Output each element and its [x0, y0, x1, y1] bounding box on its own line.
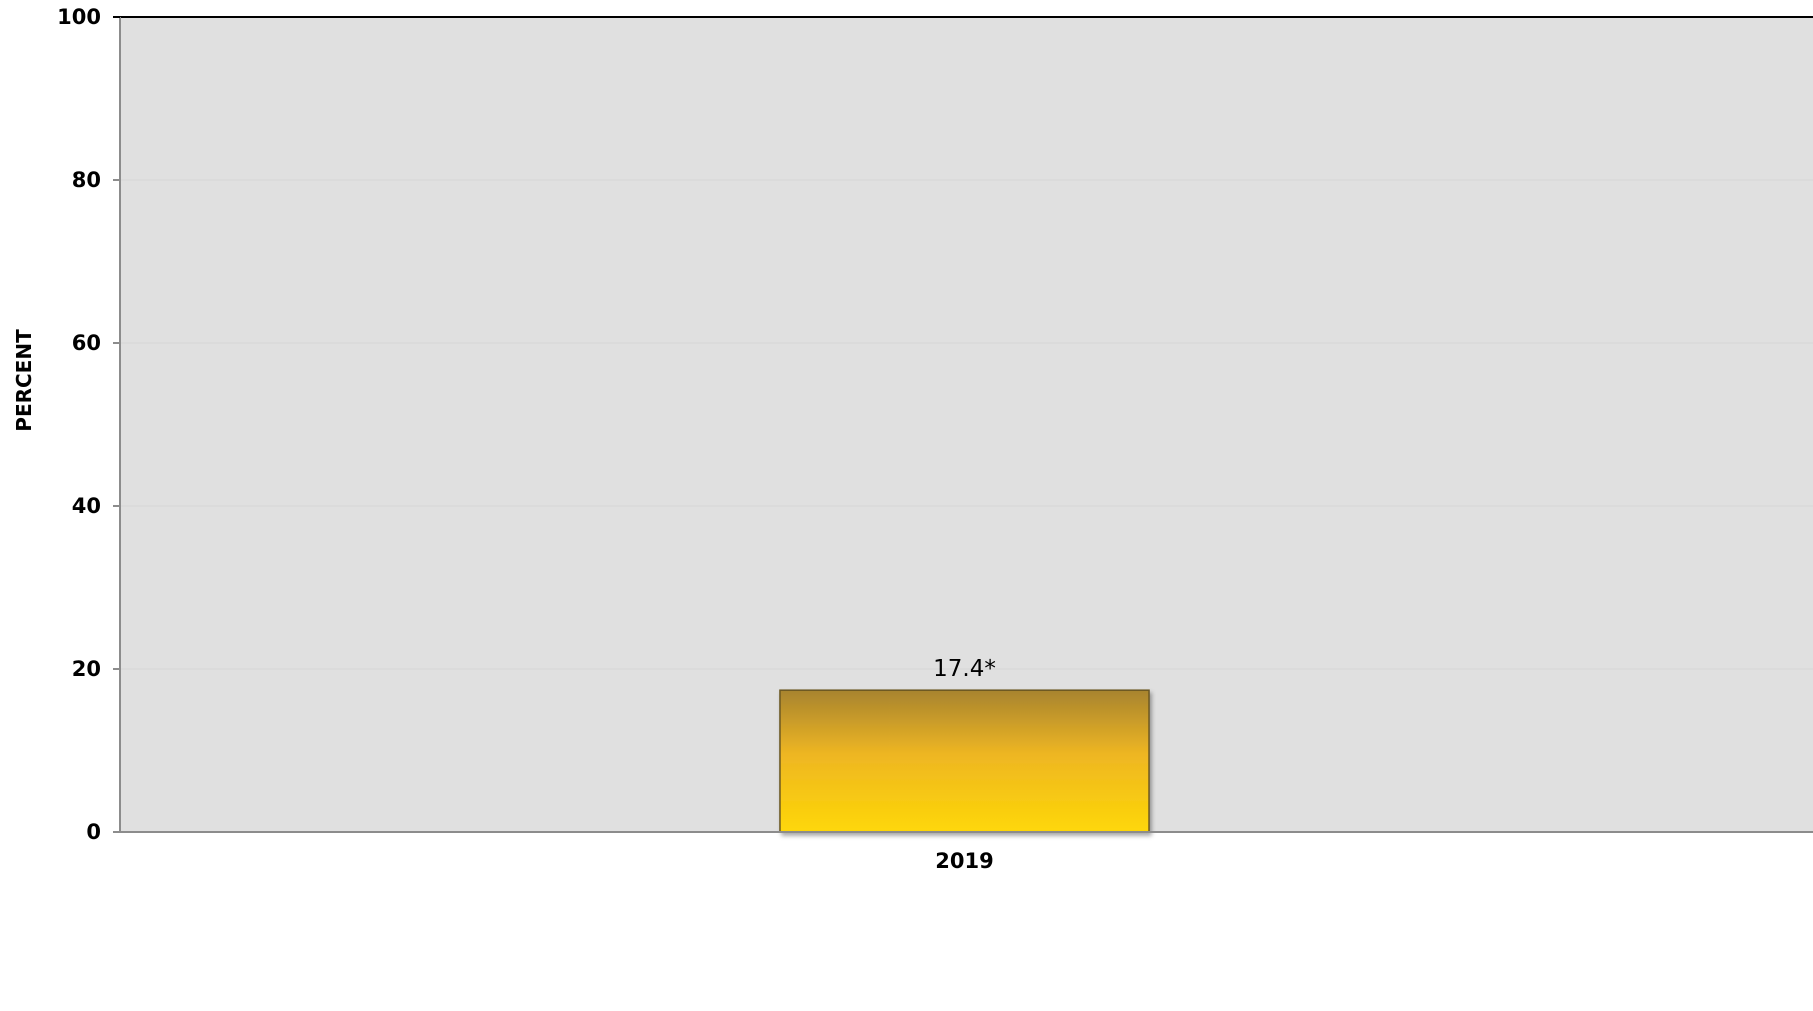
gridlines [120, 179, 1813, 670]
y-tick-label: 20 [72, 657, 101, 681]
axes [113, 16, 1813, 833]
y-tick-label: 80 [72, 168, 101, 192]
y-tick-label: 40 [72, 494, 101, 518]
y-tick-label: 0 [86, 820, 101, 844]
data-label-2019: 17.4* [933, 656, 996, 682]
bar-2019 [779, 689, 1150, 833]
y-tick-label: 60 [72, 331, 101, 355]
bars [779, 689, 1150, 833]
x-tick-labels: 2019 [935, 849, 993, 873]
y-tick-label: 100 [57, 5, 101, 29]
y-tick-labels: 0 20 40 60 80 100 [57, 5, 101, 844]
data-labels: 17.4* [933, 656, 996, 682]
x-tick-label: 2019 [935, 849, 993, 873]
y-axis-title: PERCENT [12, 329, 36, 432]
